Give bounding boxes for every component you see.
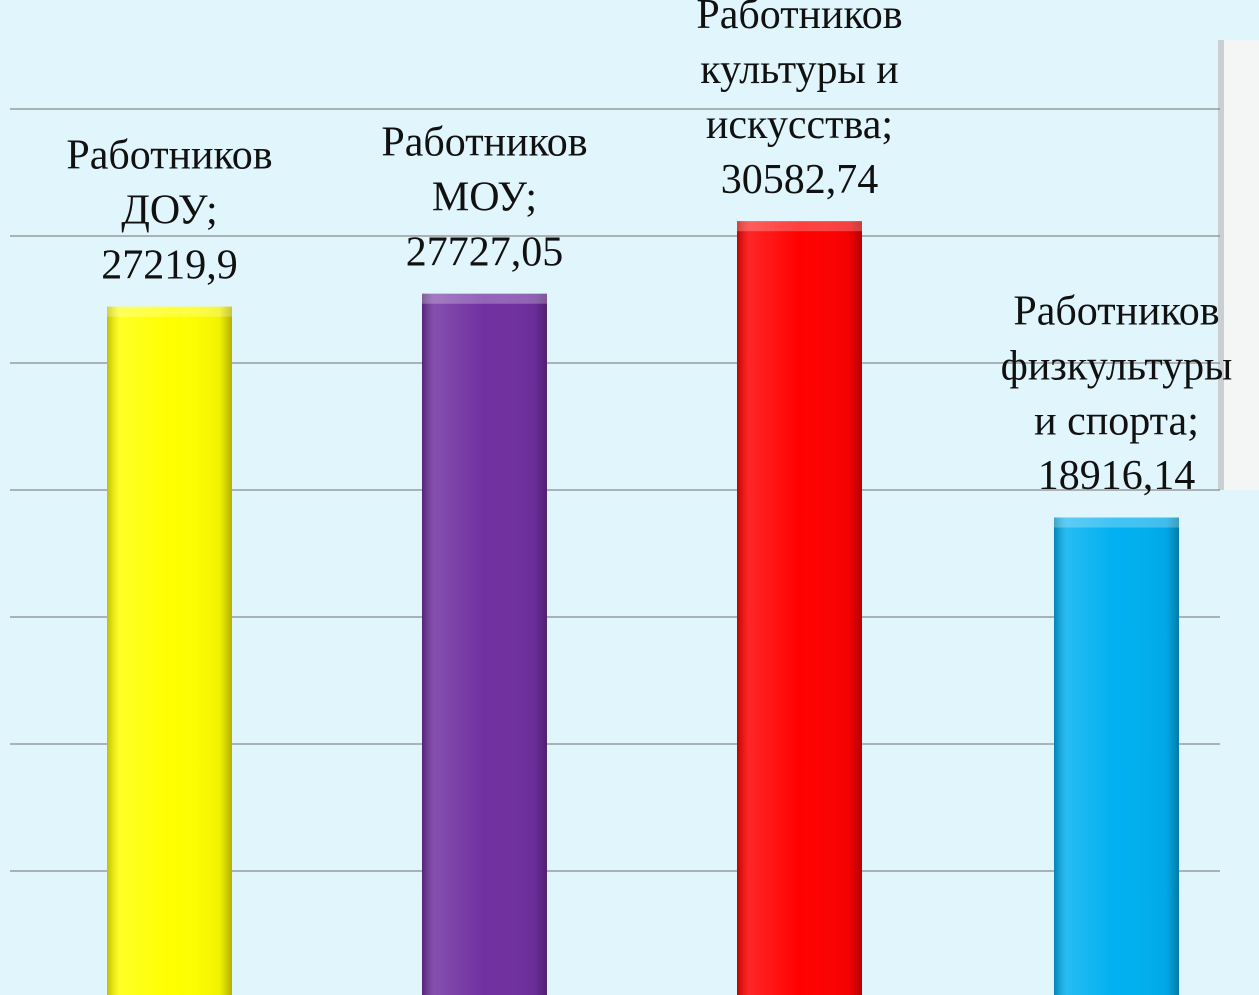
- data-label-value: 27727,05: [406, 229, 564, 275]
- data-label-category: Работников культуры и искусства;: [696, 0, 902, 148]
- data-label-line: культуры и: [700, 47, 898, 93]
- data-label-category: Работников физкультуры и спорта;: [1001, 288, 1233, 444]
- bar-bevel-top: [1054, 517, 1179, 528]
- data-label: Работников ДОУ; 27219,9: [66, 132, 272, 288]
- data-label-line: ДОУ: [121, 187, 208, 233]
- bar: [1054, 517, 1179, 995]
- bar: [422, 293, 547, 995]
- data-label-line: физкультуры: [1001, 343, 1233, 389]
- bar-bevel-top: [107, 306, 232, 317]
- bar-bevel-top: [737, 221, 862, 232]
- side-panel-edge: [1218, 40, 1224, 490]
- data-label-line: Работников: [381, 119, 587, 165]
- side-panel: [1222, 40, 1259, 490]
- data-label-separator: ;: [206, 187, 218, 233]
- bar: [737, 221, 862, 995]
- data-label-value: 18916,14: [1038, 453, 1196, 499]
- data-label-line: искусства: [706, 102, 882, 148]
- data-label: Работников физкультуры и спорта; 18916,14: [1001, 288, 1233, 499]
- data-label-category: Работников МОУ;: [381, 119, 587, 220]
- bar-bevel-top: [422, 293, 547, 304]
- data-label: Работников МОУ; 27727,05: [381, 119, 587, 275]
- data-label: Работников культуры и искусства;30582,74: [696, 0, 902, 203]
- data-label-category: Работников ДОУ;: [66, 132, 272, 233]
- data-label-line: и спорта: [1034, 398, 1187, 444]
- data-label-line: Работников: [1013, 288, 1219, 334]
- data-label-line: Работников: [66, 132, 272, 178]
- data-label-value: 27219,9: [101, 242, 238, 288]
- data-label-separator: ;: [1187, 398, 1199, 444]
- data-label-separator: ;: [525, 174, 537, 220]
- data-label-line: Работников: [696, 0, 902, 38]
- data-label-value: 30582,74: [721, 157, 879, 203]
- bar: [107, 306, 232, 995]
- data-label-separator: ;: [881, 102, 893, 148]
- data-label-line: МОУ: [432, 174, 527, 220]
